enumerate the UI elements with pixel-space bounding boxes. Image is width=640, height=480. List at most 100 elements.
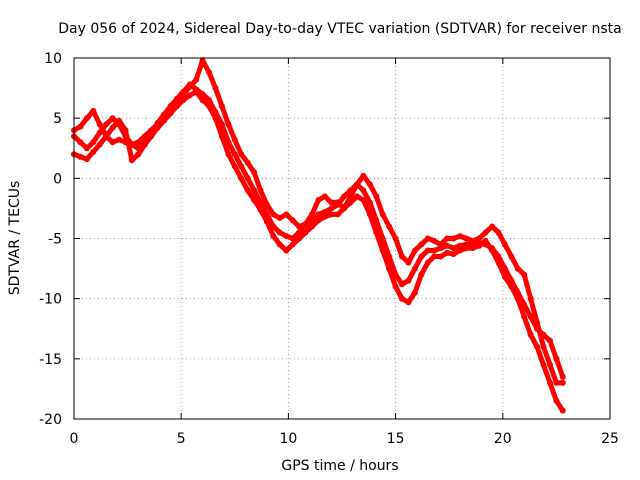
x-tick-label: 20	[494, 431, 512, 447]
data-point	[424, 259, 431, 266]
data-point	[103, 133, 110, 140]
data-point	[244, 159, 251, 166]
data-point	[476, 242, 483, 249]
data-point	[431, 237, 438, 244]
data-point	[257, 206, 264, 213]
x-tick-label: 25	[601, 431, 619, 447]
data-point	[495, 229, 502, 236]
data-point	[244, 175, 251, 182]
data-point	[161, 117, 167, 124]
data-point	[559, 407, 566, 414]
data-point	[321, 213, 328, 220]
data-point	[238, 163, 245, 170]
data-point	[540, 331, 547, 338]
data-point	[553, 397, 560, 404]
data-point	[90, 107, 97, 114]
data-point	[289, 241, 296, 248]
data-point	[405, 259, 412, 266]
data-point	[469, 245, 476, 252]
data-point	[392, 235, 399, 242]
data-point	[302, 229, 309, 236]
x-tick-label: 15	[387, 431, 405, 447]
y-tick-label: 0	[53, 171, 62, 187]
data-point	[328, 205, 335, 212]
data-point	[83, 145, 90, 152]
data-point	[116, 136, 122, 143]
data-point	[199, 97, 206, 104]
data-point	[424, 235, 431, 242]
data-point	[283, 247, 290, 254]
data-point	[276, 215, 283, 221]
data-point	[444, 235, 451, 242]
data-point	[456, 247, 463, 254]
data-point	[527, 331, 534, 338]
data-point	[270, 211, 277, 218]
data-point	[96, 121, 103, 128]
data-point	[167, 110, 174, 117]
data-point	[135, 151, 142, 158]
data-point	[283, 211, 290, 218]
data-point	[476, 235, 483, 242]
data-point	[501, 274, 508, 280]
data-point	[360, 172, 367, 179]
data-point	[399, 295, 405, 302]
data-point	[231, 136, 238, 143]
data-point	[231, 163, 238, 170]
data-point	[360, 197, 367, 203]
data-point	[328, 211, 335, 218]
data-point	[508, 283, 515, 290]
data-point	[193, 76, 200, 83]
data-point	[276, 229, 283, 236]
data-point	[540, 343, 547, 350]
data-point	[77, 139, 84, 146]
y-tick-label: -20	[39, 412, 62, 428]
data-point	[553, 355, 560, 362]
data-point	[521, 271, 528, 278]
data-point	[489, 223, 496, 230]
data-point	[463, 235, 470, 242]
data-point	[218, 133, 225, 140]
data-point	[109, 115, 116, 122]
data-point	[206, 69, 213, 76]
data-point	[231, 151, 238, 158]
data-point	[540, 361, 547, 368]
data-point	[96, 141, 103, 148]
data-point	[238, 151, 245, 158]
y-tick-label: 5	[53, 111, 62, 127]
data-point	[238, 175, 245, 182]
data-point	[559, 379, 566, 386]
data-point	[437, 253, 444, 260]
data-point	[270, 233, 277, 240]
data-point	[315, 197, 322, 203]
data-point	[450, 235, 457, 242]
data-point	[180, 97, 187, 104]
chart-title: Day 056 of 2024, Sidereal Day-to-day VTE…	[58, 21, 621, 37]
data-point	[431, 253, 438, 260]
data-point	[122, 127, 129, 134]
data-point	[334, 201, 341, 208]
data-point	[251, 169, 258, 176]
data-point	[399, 253, 405, 260]
data-point	[167, 103, 174, 110]
data-point	[482, 237, 489, 244]
data-point	[186, 92, 193, 99]
data-point	[264, 201, 270, 208]
data-point	[90, 148, 97, 155]
data-point	[553, 379, 560, 386]
data-point	[373, 229, 380, 236]
data-point	[354, 193, 360, 200]
data-point	[199, 57, 206, 64]
data-point	[173, 103, 180, 110]
data-point	[83, 115, 90, 122]
data-point	[527, 313, 534, 320]
data-point	[347, 187, 354, 194]
data-point	[514, 265, 521, 272]
data-point	[103, 121, 110, 128]
data-point	[392, 283, 399, 290]
grid-lines	[74, 58, 610, 419]
data-point	[399, 281, 405, 288]
data-point	[456, 233, 463, 240]
data-point	[405, 299, 412, 306]
data-point	[411, 289, 418, 296]
data-point	[315, 217, 322, 224]
